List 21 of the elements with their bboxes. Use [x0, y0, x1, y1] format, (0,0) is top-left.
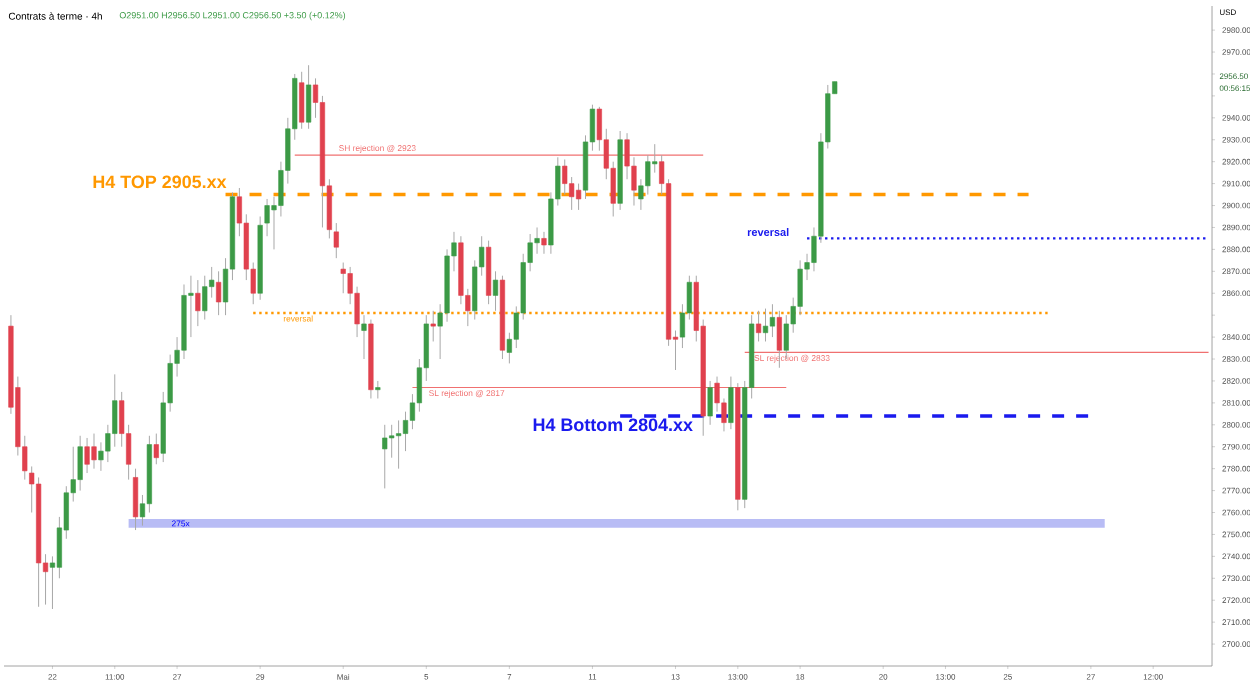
candlestick: [112, 373, 118, 448]
candlestick: [132, 468, 139, 531]
candlestick: [756, 310, 762, 342]
candlestick: [430, 310, 436, 342]
candlestick: [707, 380, 713, 426]
candlestick: [299, 71, 305, 130]
candlestick: [762, 308, 769, 342]
candlestick: [382, 424, 388, 489]
candlestick: [153, 433, 159, 465]
candlestick: [541, 231, 547, 255]
candlestick: [91, 433, 97, 470]
candlestick: [202, 275, 208, 321]
candlestick: [306, 64, 312, 130]
candlestick: [728, 376, 734, 430]
candlestick: [84, 437, 90, 474]
candlestick: [769, 303, 776, 338]
ref-line-label: H4 Bottom 2804.xx: [533, 418, 693, 432]
candlestick: [216, 270, 222, 316]
ref-line-label: H4 TOP 2905.xx: [93, 175, 227, 189]
candlestick: [396, 419, 402, 470]
candlestick: [492, 270, 499, 312]
